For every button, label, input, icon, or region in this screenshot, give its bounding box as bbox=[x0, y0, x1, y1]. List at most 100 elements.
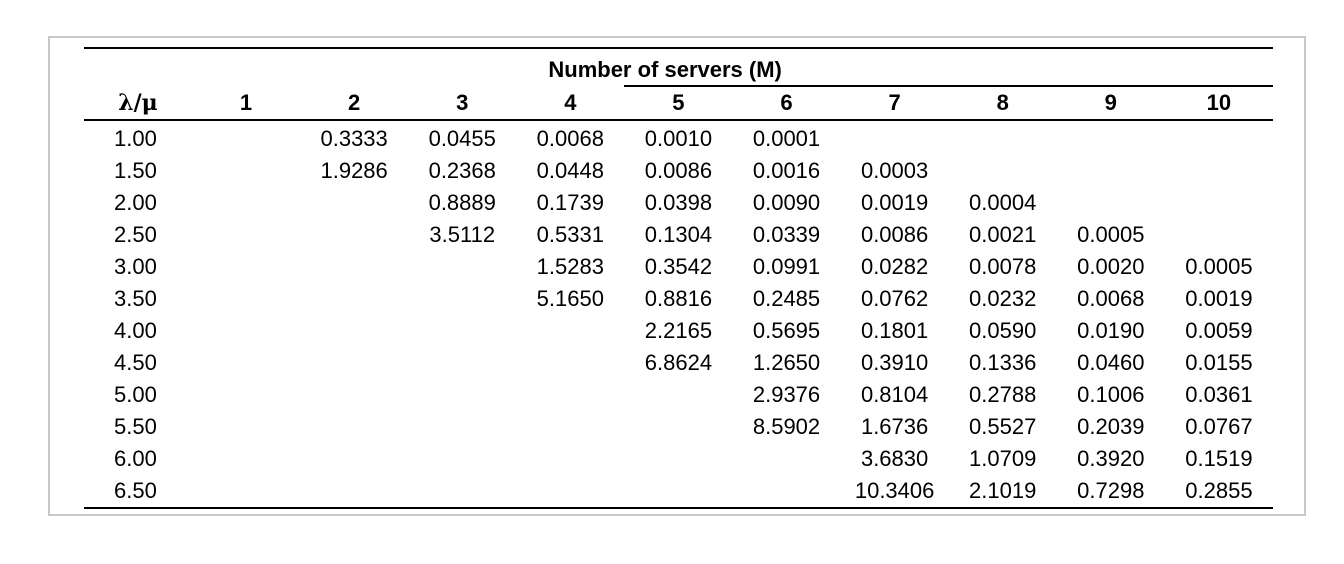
table-cell: 0.1739 bbox=[536, 190, 604, 215]
table-cell: 0.0078 bbox=[969, 254, 1037, 279]
table-cell: 0.2485 bbox=[752, 286, 821, 311]
row-label: 4.00 bbox=[114, 318, 157, 343]
table-cell bbox=[732, 443, 840, 475]
table-cell: 0.8104 bbox=[860, 382, 929, 407]
table-cell bbox=[516, 443, 624, 475]
table-cell: 0.0155 bbox=[1185, 350, 1253, 375]
table-cell: 0.3542 bbox=[644, 254, 713, 279]
group-header-row: Number of servers (M) bbox=[84, 49, 1273, 87]
table-cell: 1.2650 bbox=[752, 350, 821, 375]
table-cell bbox=[516, 315, 624, 347]
table-cell bbox=[624, 379, 732, 411]
column-header: 9 bbox=[1056, 86, 1165, 121]
table-cell bbox=[516, 411, 624, 443]
table-cell: 0.3920 bbox=[1077, 446, 1145, 471]
table-cell: 0.0059 bbox=[1185, 318, 1253, 343]
table-cell: 0.0361 bbox=[1185, 382, 1253, 407]
table-cell: 3.5112 bbox=[429, 222, 496, 247]
row-label: 6.50 bbox=[84, 475, 192, 509]
table-row: 5.50 8.5902 1.6736 0.5527 0.2039 0.0767 bbox=[84, 411, 1273, 443]
table-cell bbox=[300, 379, 408, 411]
table-row: 1.50 1.9286 0.2368 0.0448 0.0086 0.0016 0.0003 bbox=[84, 155, 1273, 187]
table-cell: 0.0455 bbox=[428, 126, 496, 151]
table-row: 2.00 0.8889 0.1739 0.0398 0.0090 0.0019 0.0004 bbox=[84, 187, 1273, 219]
table-cell bbox=[1165, 120, 1273, 155]
table-row: 6.50 10.3406 2.1019 0.7298 0.2855 bbox=[84, 475, 1273, 509]
table-cell bbox=[1165, 219, 1273, 251]
table-cell: 0.8889 bbox=[428, 190, 496, 215]
row-label: 1.50 bbox=[114, 158, 157, 183]
table-cell bbox=[624, 443, 732, 475]
table-cell bbox=[1057, 120, 1165, 155]
table-cell: 0.1801 bbox=[860, 318, 929, 343]
table-cell: 0.3910 bbox=[860, 350, 929, 375]
table-cell bbox=[408, 347, 516, 379]
table-cell: 1.6736 bbox=[860, 414, 929, 439]
table-cell bbox=[1057, 155, 1165, 187]
table-cell: 0.5695 bbox=[752, 318, 821, 343]
row-label: 5.00 bbox=[114, 382, 157, 407]
table-cell bbox=[1057, 187, 1165, 219]
table-cell: 0.0767 bbox=[1185, 414, 1253, 439]
row-label: 6.00 bbox=[114, 446, 157, 471]
table-cell: 0.0448 bbox=[536, 158, 604, 183]
table-cell: 0.7298 bbox=[1056, 475, 1165, 509]
table-cell bbox=[192, 283, 300, 315]
table-cell bbox=[624, 475, 733, 509]
table-row: 3.50 5.1650 0.8816 0.2485 0.0762 0.0232 0.0068… bbox=[84, 283, 1273, 315]
table-cell: 0.0232 bbox=[969, 286, 1037, 311]
table-cell bbox=[516, 347, 624, 379]
table-cell: 2.1019 bbox=[948, 475, 1057, 509]
table-cell bbox=[300, 315, 408, 347]
table-cell bbox=[516, 379, 624, 411]
table-cell bbox=[192, 120, 300, 155]
table-cell: 0.0068 bbox=[536, 126, 604, 151]
table-cell bbox=[949, 155, 1057, 187]
table-row: 1.00 0.3333 0.0455 0.0068 0.0010 0.0001 bbox=[84, 120, 1273, 155]
table-cell: 0.3333 bbox=[320, 126, 388, 151]
row-header-label: λ/μ bbox=[84, 86, 192, 121]
table-cell: 2.2165 bbox=[644, 318, 713, 343]
table-cell bbox=[192, 187, 300, 219]
table-cell bbox=[300, 347, 408, 379]
table-cell bbox=[192, 315, 300, 347]
column-header: 10 bbox=[1164, 86, 1273, 121]
table-cell: 0.5331 bbox=[536, 222, 604, 247]
table-cell bbox=[192, 347, 300, 379]
row-label: 3.00 bbox=[114, 254, 157, 279]
table-cell bbox=[300, 187, 408, 219]
row-label: 1.00 bbox=[114, 126, 157, 151]
table-cell: 0.0282 bbox=[860, 254, 929, 279]
table-cell bbox=[516, 475, 625, 509]
table-cell: 0.0021 bbox=[969, 222, 1037, 247]
table-cell bbox=[408, 251, 516, 283]
table-cell: 0.0016 bbox=[752, 158, 821, 183]
table-cell: 0.1519 bbox=[1185, 446, 1253, 471]
table-cell: 0.0086 bbox=[644, 158, 713, 183]
table-cell: 0.0086 bbox=[860, 222, 929, 247]
table-cell: 0.0068 bbox=[1077, 286, 1145, 311]
table-body: 1.00 0.3333 0.0455 0.0068 0.0010 0.0001 1.50 1.… bbox=[84, 120, 1273, 509]
table-cell bbox=[408, 379, 516, 411]
table-cell bbox=[732, 475, 841, 509]
table-cell: 5.1650 bbox=[536, 286, 604, 311]
group-header: Number of servers (M) bbox=[548, 57, 782, 82]
table-cell: 0.1006 bbox=[1077, 382, 1145, 407]
row-label: 4.50 bbox=[114, 350, 157, 375]
table-cell bbox=[624, 411, 732, 443]
table-row: 2.50 3.5112 0.5331 0.1304 0.0339 0.0086 0.0021… bbox=[84, 219, 1273, 251]
table-cell bbox=[300, 251, 408, 283]
table-cell bbox=[408, 443, 516, 475]
table-cell: 0.1336 bbox=[969, 350, 1037, 375]
table-cell: 0.0190 bbox=[1077, 318, 1145, 343]
table-cell bbox=[841, 120, 949, 155]
table-cell bbox=[1165, 187, 1273, 219]
table-cell bbox=[192, 155, 300, 187]
table-cell: 1.9286 bbox=[320, 158, 388, 183]
table-cell bbox=[192, 475, 301, 509]
table-cell: 0.2368 bbox=[428, 158, 496, 183]
table-row: 4.00 2.2165 0.5695 0.1801 0.0590 0.0190 0.0059 bbox=[84, 315, 1273, 347]
table-cell bbox=[408, 283, 516, 315]
table-cell bbox=[192, 443, 300, 475]
table-cell: 3.6830 bbox=[860, 446, 929, 471]
